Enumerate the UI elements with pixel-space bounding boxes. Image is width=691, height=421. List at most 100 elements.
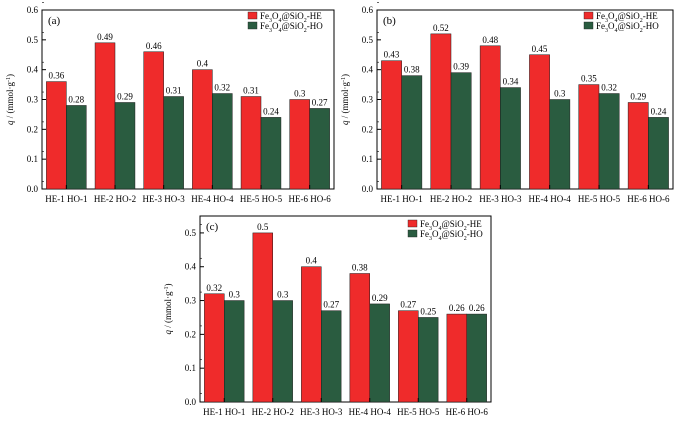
x-tick-label: HE-3 HO-3 [479, 194, 522, 204]
bar-ho [66, 105, 87, 190]
y-tick-label: 0.6 [362, 5, 374, 15]
legend-ho-swatch [407, 229, 418, 238]
panel-tag: (c) [206, 221, 219, 233]
legend-he-label: Fe3O4@SiO2-HE [420, 219, 482, 232]
legend-ho-text-mid: O [608, 21, 615, 31]
x-tick-label: HE-3 HO-3 [300, 407, 343, 417]
data-label: 0.24 [263, 106, 279, 116]
bar-ho [598, 93, 620, 190]
bar-he [349, 273, 370, 403]
bar-ho [450, 72, 472, 190]
legend-ho-text-s2: 4 [439, 236, 442, 242]
legend-ho-text-pre: Fe [260, 21, 269, 31]
legend-ho-text-s1: 3 [429, 236, 432, 242]
data-label: 0.38 [352, 262, 368, 272]
data-label: 0.48 [482, 35, 498, 45]
y-tick-label: 0.0 [362, 184, 374, 194]
y-axis-title-close: ) [340, 74, 350, 77]
y-axis-title-unit: / (mmol·g [163, 291, 173, 330]
legend-ho-text-mid2: @SiO [618, 21, 641, 31]
y-tick-label: 0.3 [362, 95, 374, 105]
data-label: 0.24 [651, 106, 667, 116]
legend-ho-text-s2: 4 [615, 28, 618, 34]
legend-ho-text-s1: 3 [269, 28, 272, 34]
legend-he-text-post: -HE [643, 11, 658, 21]
bar-ho [163, 96, 184, 190]
data-label: 0.32 [601, 83, 617, 93]
bar-he [301, 266, 322, 403]
data-label: 0.3 [229, 290, 241, 300]
data-label: 0.29 [372, 293, 388, 303]
x-tick-label: HE-2 HO-2 [94, 194, 136, 204]
y-axis-title-q: q [163, 330, 173, 335]
legend-he-text-s2: 4 [279, 18, 282, 24]
y-tick-label: 0.1 [362, 154, 373, 164]
legend-ho-text-mid2: @SiO [282, 21, 305, 31]
panel-tag: (b) [383, 15, 396, 27]
legend-he-text-mid2: @SiO [282, 11, 305, 21]
panel-1: 0.0 0.1 0.2 0.3 0.4 0.5 0.6 q / (mmol·g-1) 0.43 0… [340, 2, 674, 204]
y-tick-label: 0.0 [27, 184, 39, 194]
x-tick-label: HE-6 HO-6 [289, 194, 332, 204]
y-axis-title-sup: -1 [164, 287, 170, 292]
y-axis-title-close: ) [163, 284, 173, 287]
bar-ho [549, 99, 571, 190]
legend-ho-text-mid: O [432, 229, 439, 239]
bar-ho [466, 313, 487, 403]
legend-he-text-s2: 4 [439, 226, 442, 232]
legend-he-text-post: -HE [467, 219, 482, 229]
legend-ho-text-s2: 4 [279, 28, 282, 34]
x-tick-label: HE-4 HO-4 [191, 194, 234, 204]
legend-he-text-s3: 2 [304, 18, 307, 24]
data-label: 0.3 [554, 89, 566, 99]
y-tick-label: 0.4 [185, 262, 197, 272]
x-tick-label: HE-6 HO-6 [446, 407, 489, 417]
y-tick-label: 0.3 [27, 95, 39, 105]
data-label: 0.29 [117, 91, 133, 101]
data-label: 0.27 [323, 300, 339, 310]
y-tick-label: 0.1 [27, 154, 38, 164]
x-tick-label: HE-5 HO-5 [240, 194, 283, 204]
bar-he [430, 33, 452, 190]
x-tick-label: HE-4 HO-4 [529, 194, 572, 204]
data-label: 0.3 [277, 290, 289, 300]
bar-he [627, 102, 649, 190]
data-label: 0.25 [420, 306, 436, 316]
bar-he [398, 310, 419, 403]
data-label: 0.49 [97, 32, 113, 42]
legend-he-text-pre: Fe [260, 11, 269, 21]
y-axis-title: q / (mmol·g-1) [5, 74, 15, 125]
data-label: 0.28 [68, 94, 84, 104]
data-label: 0.4 [197, 59, 209, 69]
y-axis-title: q / (mmol·g-1) [340, 74, 350, 125]
legend-he-text-mid: O [608, 11, 615, 21]
y-tick-label: 0.0 [185, 397, 197, 407]
data-label: 0.26 [469, 303, 485, 313]
bar-ho [114, 102, 136, 190]
y-tick-label: 0.5 [185, 228, 197, 238]
bar-he [578, 84, 600, 190]
legend-he-text-mid: O [272, 11, 279, 21]
legend-ho-text-post: -HO [643, 21, 659, 31]
legend-he-swatch [407, 219, 418, 228]
bar-he [289, 99, 310, 190]
data-label: 0.52 [433, 23, 449, 33]
data-label: 0.32 [214, 83, 230, 93]
legend-ho-swatch [583, 21, 594, 30]
legend-he-text-post: -HE [307, 11, 322, 21]
bar-he [143, 51, 164, 190]
x-tick-label: HE-6 HO-6 [627, 194, 670, 204]
legend-ho-swatch [247, 21, 258, 30]
x-tick-label: HE-1 HO-1 [381, 194, 423, 204]
y-tick-label: 0.6 [27, 5, 39, 15]
bar-ho [321, 310, 342, 403]
data-label: 0.27 [400, 300, 416, 310]
x-tick-label: HE-2 HO-2 [430, 194, 472, 204]
legend-ho-text-s1: 3 [605, 28, 608, 34]
panel-2: 0.00.10.20.30.40.5q / (mmol·g-1) 0.320.3H… [163, 215, 492, 417]
legend-ho-text-pre: Fe [596, 21, 605, 31]
bar-ho [401, 75, 423, 190]
data-label: 0.31 [243, 86, 259, 96]
legend-he-text-s1: 3 [269, 18, 272, 24]
